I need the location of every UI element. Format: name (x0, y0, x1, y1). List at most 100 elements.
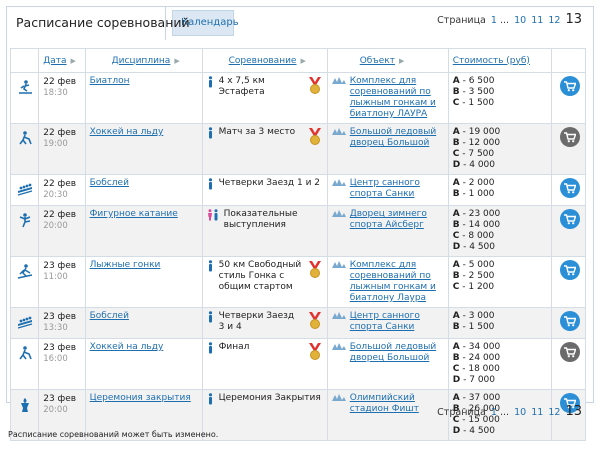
venue-link[interactable]: Центр санного спорта Санки (349, 311, 420, 332)
table-row: 22 фев 19:00 Хоккей на льду Матч за 3 место… (9, 123, 587, 175)
cart-button[interactable] (559, 342, 580, 362)
sport-icon-cell (9, 389, 40, 441)
ceremony-icon (16, 398, 34, 417)
price-line: B - 3 500 (452, 87, 495, 97)
page-link-12[interactable]: 12 (548, 15, 561, 26)
date-cell: 23 фев 11:00 (38, 256, 86, 308)
event-name: Финал (218, 342, 250, 352)
cart-button[interactable] (559, 178, 580, 198)
cart-cell (550, 205, 587, 257)
date-cell: 23 фев 16:00 (38, 338, 86, 390)
table-row: 23 фев 20:00 Церемония закрытия Церемония З… (9, 389, 587, 441)
cart-button[interactable] (559, 393, 580, 413)
venue-link[interactable]: Центр санного спорта Санки (349, 178, 420, 199)
price-cell: A - 23 000 B - 14 000 C - 8 000 D - 4 500 (447, 205, 552, 257)
price-line: C - 18 000 (452, 364, 500, 374)
venue-icon (331, 342, 346, 364)
page-link-11[interactable]: 11 (531, 15, 544, 26)
price-line: C - 1 500 (452, 98, 495, 108)
current-page: 13 (565, 404, 582, 419)
event-date: 22 фев (43, 210, 77, 220)
sport-icon-cell (9, 307, 40, 339)
discipline-cell: Хоккей на льду (84, 123, 203, 175)
page-link-11[interactable]: 11 (531, 407, 544, 418)
venue-link[interactable]: Дворец зимнего спорта Айсберг (349, 209, 427, 230)
page-link-12[interactable]: 12 (548, 407, 561, 418)
schedule-disclaimer: Расписание соревнований может быть измен… (8, 430, 219, 439)
cart-button[interactable] (559, 260, 580, 280)
discipline-link[interactable]: Церемония закрытия (89, 393, 191, 403)
price-line: C - 7 500 (452, 149, 495, 159)
price-line: A - 34 000 (452, 342, 501, 352)
event-name: 4 x 7,5 км Эстафета (218, 76, 265, 97)
price-line: D - 7 000 (452, 375, 495, 385)
pagination-ellipsis: ... (499, 15, 510, 26)
discipline-link[interactable]: Бобслей (89, 178, 129, 188)
tab-calendar[interactable]: Календарь (172, 10, 239, 36)
event-name: Четверки Заезд 1 и 2 (218, 178, 321, 188)
sport-icon-cell (9, 256, 40, 308)
cart-button[interactable] (559, 209, 580, 229)
venue-cell: Комплекс для соревнований по лыжным гонк… (326, 72, 449, 124)
sort-arrow-icon: ▶ (70, 56, 76, 65)
discipline-link[interactable]: Фигурное катание (89, 209, 178, 219)
event-time: 16:00 (43, 354, 68, 364)
venue-link[interactable]: Олимпийский стадион Фишт (349, 393, 419, 414)
page-link-10[interactable]: 10 (514, 15, 527, 26)
cart-cell (550, 123, 587, 175)
table-header-row: Дата ▶ Дисциплина ▶ Соревнование ▶ Объект ▶ … (9, 48, 587, 73)
sort-arrow-icon: ▶ (174, 56, 180, 65)
discipline-link[interactable]: Лыжные гонки (89, 260, 161, 270)
discipline-link[interactable]: Бобслей (89, 311, 129, 321)
table-row: 23 фев 16:00 Хоккей на льду Финал Большой ле… (9, 338, 587, 390)
discipline-link[interactable]: Хоккей на льду (89, 127, 164, 137)
event-cell: Финал (201, 338, 328, 390)
discipline-link[interactable]: Биатлон (89, 76, 130, 86)
couple-icon (207, 209, 219, 231)
medal-icon (307, 127, 323, 150)
event-cell: Показательные выступления (201, 205, 328, 257)
header-date[interactable]: Дата ▶ (38, 48, 86, 73)
person-icon (207, 393, 214, 408)
event-time: 13:30 (43, 323, 68, 333)
sport-icon-cell (9, 123, 40, 175)
discipline-cell: Бобслей (84, 174, 203, 206)
date-cell: 23 фев 20:00 (38, 389, 86, 441)
cart-button[interactable] (559, 76, 580, 96)
event-time: 20:00 (43, 405, 68, 415)
cross-country-icon (16, 264, 34, 284)
cart-icon (563, 182, 576, 194)
price-cell: A - 34 000 B - 24 000 C - 18 000 D - 7 000 (447, 338, 552, 390)
header-discipline[interactable]: Дисциплина ▶ (84, 48, 203, 73)
tab-schedule[interactable]: Расписание соревнований (6, 6, 190, 40)
price-line: A - 2 000 (452, 178, 495, 188)
event-date: 23 фев (43, 261, 77, 271)
header-event[interactable]: Соревнование ▶ (201, 48, 328, 73)
price-line: B - 1 000 (452, 189, 495, 199)
cart-button[interactable] (559, 311, 580, 331)
page-link-1[interactable]: 1 (490, 407, 497, 418)
cart-cell (550, 174, 587, 206)
venue-link[interactable]: Комплекс для соревнований по лыжным гонк… (349, 260, 436, 303)
price-line: A - 3 000 (452, 311, 495, 321)
header-venue[interactable]: Объект ▶ (326, 48, 449, 73)
page-link-10[interactable]: 10 (514, 407, 527, 418)
venue-cell: Центр санного спорта Санки (326, 174, 449, 206)
date-cell: 23 фев 13:30 (38, 307, 86, 339)
venue-link[interactable]: Комплекс для соревнований по лыжным гонк… (349, 76, 436, 119)
schedule-table: Дата ▶ Дисциплина ▶ Соревнование ▶ Объект ▶ … (9, 48, 587, 441)
cart-icon (563, 346, 576, 358)
date-cell: 22 фев 20:00 (38, 205, 86, 257)
date-cell: 22 фев 20:30 (38, 174, 86, 206)
header-cart-col (550, 48, 587, 73)
discipline-link[interactable]: Хоккей на льду (89, 342, 164, 352)
medal-icon (307, 311, 323, 334)
venue-link[interactable]: Большой ледовый дворец Большой (349, 127, 437, 148)
cart-button[interactable] (559, 127, 580, 147)
page-link-1[interactable]: 1 (490, 15, 497, 26)
venue-icon (331, 209, 346, 231)
event-date: 22 фев (43, 179, 77, 189)
venue-link[interactable]: Большой ледовый дворец Большой (349, 342, 437, 363)
cart-cell (550, 307, 587, 339)
person-icon (207, 127, 214, 150)
